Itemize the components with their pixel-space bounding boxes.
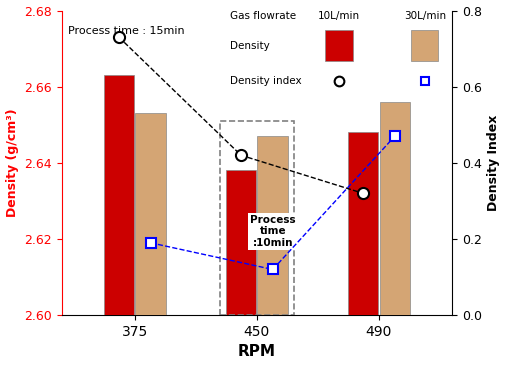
Text: 30L/min: 30L/min bbox=[403, 11, 445, 20]
Bar bbox=[219, 121, 293, 315]
Bar bbox=[225, 170, 256, 315]
Text: Process
time
:10min: Process time :10min bbox=[249, 215, 295, 248]
FancyBboxPatch shape bbox=[411, 30, 438, 61]
Y-axis label: Density Index: Density Index bbox=[486, 115, 499, 211]
FancyBboxPatch shape bbox=[325, 30, 352, 61]
Y-axis label: Density (g/cm³): Density (g/cm³) bbox=[6, 108, 19, 217]
Text: 10L/min: 10L/min bbox=[317, 11, 359, 20]
Bar bbox=[379, 102, 409, 315]
Text: Density: Density bbox=[229, 41, 269, 51]
Bar bbox=[347, 132, 378, 315]
Bar bbox=[135, 114, 166, 315]
Text: Gas flowrate: Gas flowrate bbox=[229, 11, 295, 20]
Bar bbox=[104, 75, 134, 315]
X-axis label: RPM: RPM bbox=[237, 345, 275, 360]
Bar bbox=[257, 136, 287, 315]
Text: Density index: Density index bbox=[229, 76, 300, 86]
Text: Process time : 15min: Process time : 15min bbox=[68, 26, 184, 36]
